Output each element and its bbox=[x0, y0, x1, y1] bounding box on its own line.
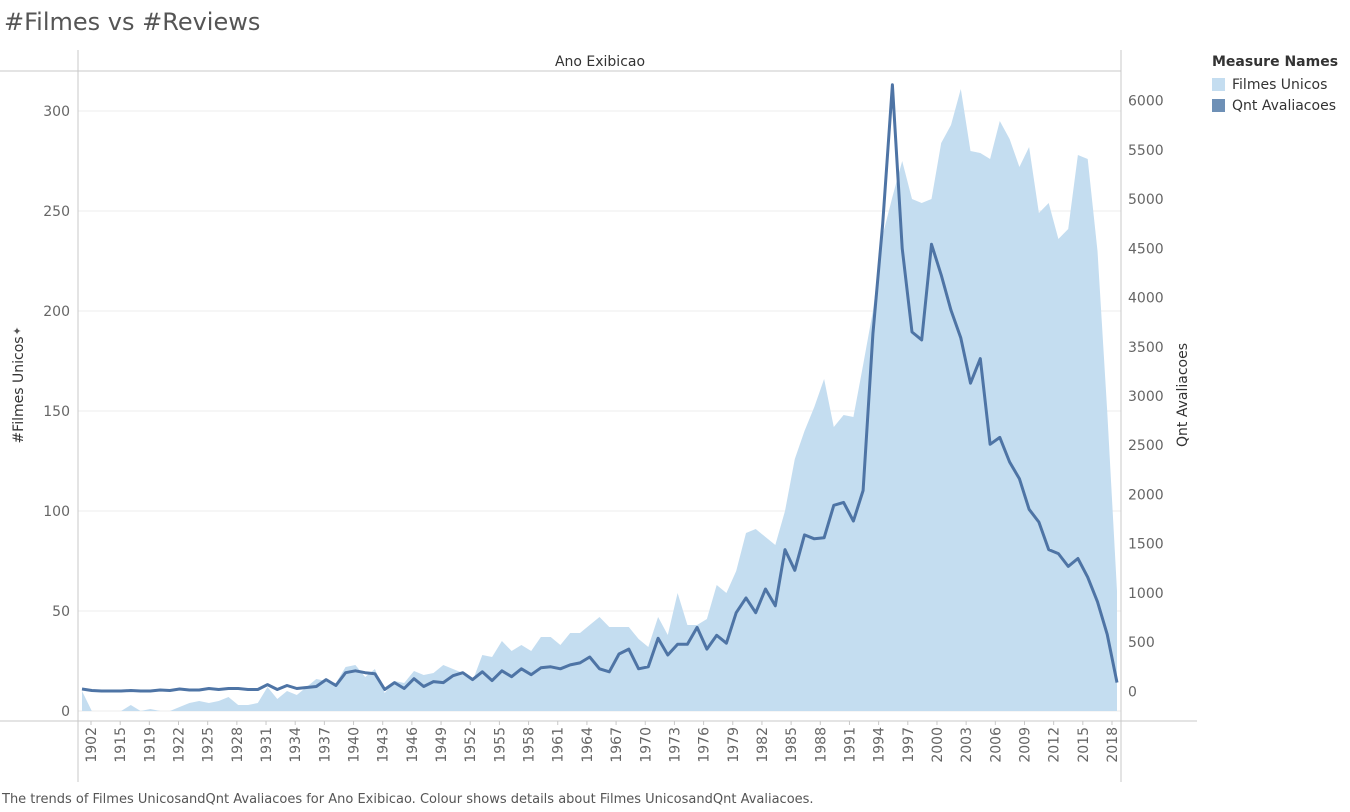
legend-label: Filmes Unicos bbox=[1232, 76, 1328, 93]
x-tick-label: 1919 bbox=[142, 727, 158, 763]
x-tick-label: 1949 bbox=[434, 727, 450, 763]
right-tick-label: 2500 bbox=[1128, 438, 1164, 454]
right-tick-label: 2000 bbox=[1128, 487, 1164, 503]
right-tick-label: 5000 bbox=[1128, 192, 1164, 208]
x-tick-label: 1931 bbox=[259, 727, 275, 763]
right-tick-label: 4000 bbox=[1128, 291, 1164, 307]
legend-label: Qnt Avaliacoes bbox=[1232, 97, 1336, 114]
x-tick-label: 2003 bbox=[959, 727, 975, 763]
left-tick-label: 250 bbox=[43, 204, 70, 220]
left-tick-label: 150 bbox=[43, 404, 70, 420]
left-tick-label: 0 bbox=[61, 704, 70, 720]
x-tick-label: 1979 bbox=[726, 727, 742, 763]
right-tick-label: 500 bbox=[1128, 635, 1155, 651]
right-tick-label: 1000 bbox=[1128, 586, 1164, 602]
x-tick-label: 1982 bbox=[755, 727, 771, 763]
x-tick-label: 1988 bbox=[813, 727, 829, 763]
right-tick-label: 3000 bbox=[1128, 389, 1164, 405]
x-tick-label: 1970 bbox=[638, 727, 654, 763]
left-axis-label: #Filmes Unicos bbox=[11, 336, 27, 443]
left-axis-ticks: 0 50 100 150 200 250 300 bbox=[43, 104, 70, 720]
x-tick-label: 2018 bbox=[1105, 727, 1121, 763]
x-tick-label: 1934 bbox=[288, 727, 304, 763]
x-axis-ticks: 1902 1915 1919 1922 1925 1928 1931 1934 1937 1940… bbox=[84, 721, 1121, 763]
x-tick-label: 2012 bbox=[1047, 727, 1063, 763]
chart-caption: The trends of Filmes UnicosandQnt Avalia… bbox=[2, 792, 814, 807]
pin-icon[interactable]: ✦ bbox=[12, 325, 21, 338]
x-tick-label: 1937 bbox=[317, 727, 333, 763]
right-tick-label: 5500 bbox=[1128, 143, 1164, 159]
x-tick-label: 1955 bbox=[492, 727, 508, 763]
left-tick-label: 300 bbox=[43, 104, 70, 120]
right-tick-label: 6000 bbox=[1128, 94, 1164, 110]
legend-title: Measure Names bbox=[1212, 54, 1339, 70]
x-tick-label: 1961 bbox=[551, 727, 567, 763]
filmes-unicos-area[interactable] bbox=[82, 89, 1117, 711]
x-axis-header: Ano Exibicao bbox=[555, 54, 645, 70]
left-tick-label: 200 bbox=[43, 304, 70, 320]
qnt-avaliacoes-line[interactable] bbox=[81, 83, 1119, 693]
x-tick-label: 1925 bbox=[201, 727, 217, 763]
x-tick-label: 1922 bbox=[172, 727, 188, 763]
x-tick-label: 2006 bbox=[988, 727, 1004, 763]
right-axis-ticks: 0 500 1000 1500 2000 2500 3000 3500 4000 4500 5000… bbox=[1128, 94, 1164, 701]
x-tick-label: 1952 bbox=[463, 727, 479, 763]
chart-frame bbox=[0, 50, 1197, 782]
x-tick-label: 1973 bbox=[667, 727, 683, 763]
x-tick-label: 1991 bbox=[842, 727, 858, 763]
x-tick-label: 1997 bbox=[901, 727, 917, 763]
x-tick-label: 1976 bbox=[697, 727, 713, 763]
x-tick-label: 2000 bbox=[930, 727, 946, 763]
left-tick-label: 100 bbox=[43, 504, 70, 520]
x-tick-label: 2015 bbox=[1076, 727, 1092, 763]
x-tick-label: 1940 bbox=[347, 727, 363, 763]
x-tick-label: 1985 bbox=[784, 727, 800, 763]
x-tick-label: 1943 bbox=[376, 727, 392, 763]
x-tick-label: 1994 bbox=[872, 727, 888, 763]
legend-swatch bbox=[1212, 78, 1225, 91]
legend: Measure Names Filmes Unicos Qnt Avaliaco… bbox=[1212, 54, 1338, 116]
x-tick-label: 1967 bbox=[609, 727, 625, 763]
x-tick-label: 2009 bbox=[1017, 727, 1033, 763]
legend-item-filmes-unicos[interactable]: Filmes Unicos bbox=[1212, 74, 1338, 95]
x-tick-label: 1928 bbox=[230, 727, 246, 763]
legend-swatch bbox=[1212, 99, 1225, 112]
right-tick-label: 4500 bbox=[1128, 241, 1164, 257]
left-tick-label: 50 bbox=[52, 604, 70, 620]
right-tick-label: 0 bbox=[1128, 684, 1137, 700]
x-tick-label: 1964 bbox=[580, 727, 596, 763]
right-tick-label: 3500 bbox=[1128, 340, 1164, 356]
legend-item-qnt-avaliacoes[interactable]: Qnt Avaliacoes bbox=[1212, 95, 1338, 116]
right-tick-label: 1500 bbox=[1128, 537, 1164, 553]
x-tick-label: 1902 bbox=[84, 727, 100, 763]
x-tick-label: 1915 bbox=[113, 727, 129, 763]
right-axis-label: Qnt Avaliacoes bbox=[1175, 343, 1191, 447]
x-tick-label: 1946 bbox=[405, 727, 421, 763]
x-tick-label: 1958 bbox=[522, 727, 538, 763]
chart-title: #Filmes vs #Reviews bbox=[4, 8, 261, 36]
